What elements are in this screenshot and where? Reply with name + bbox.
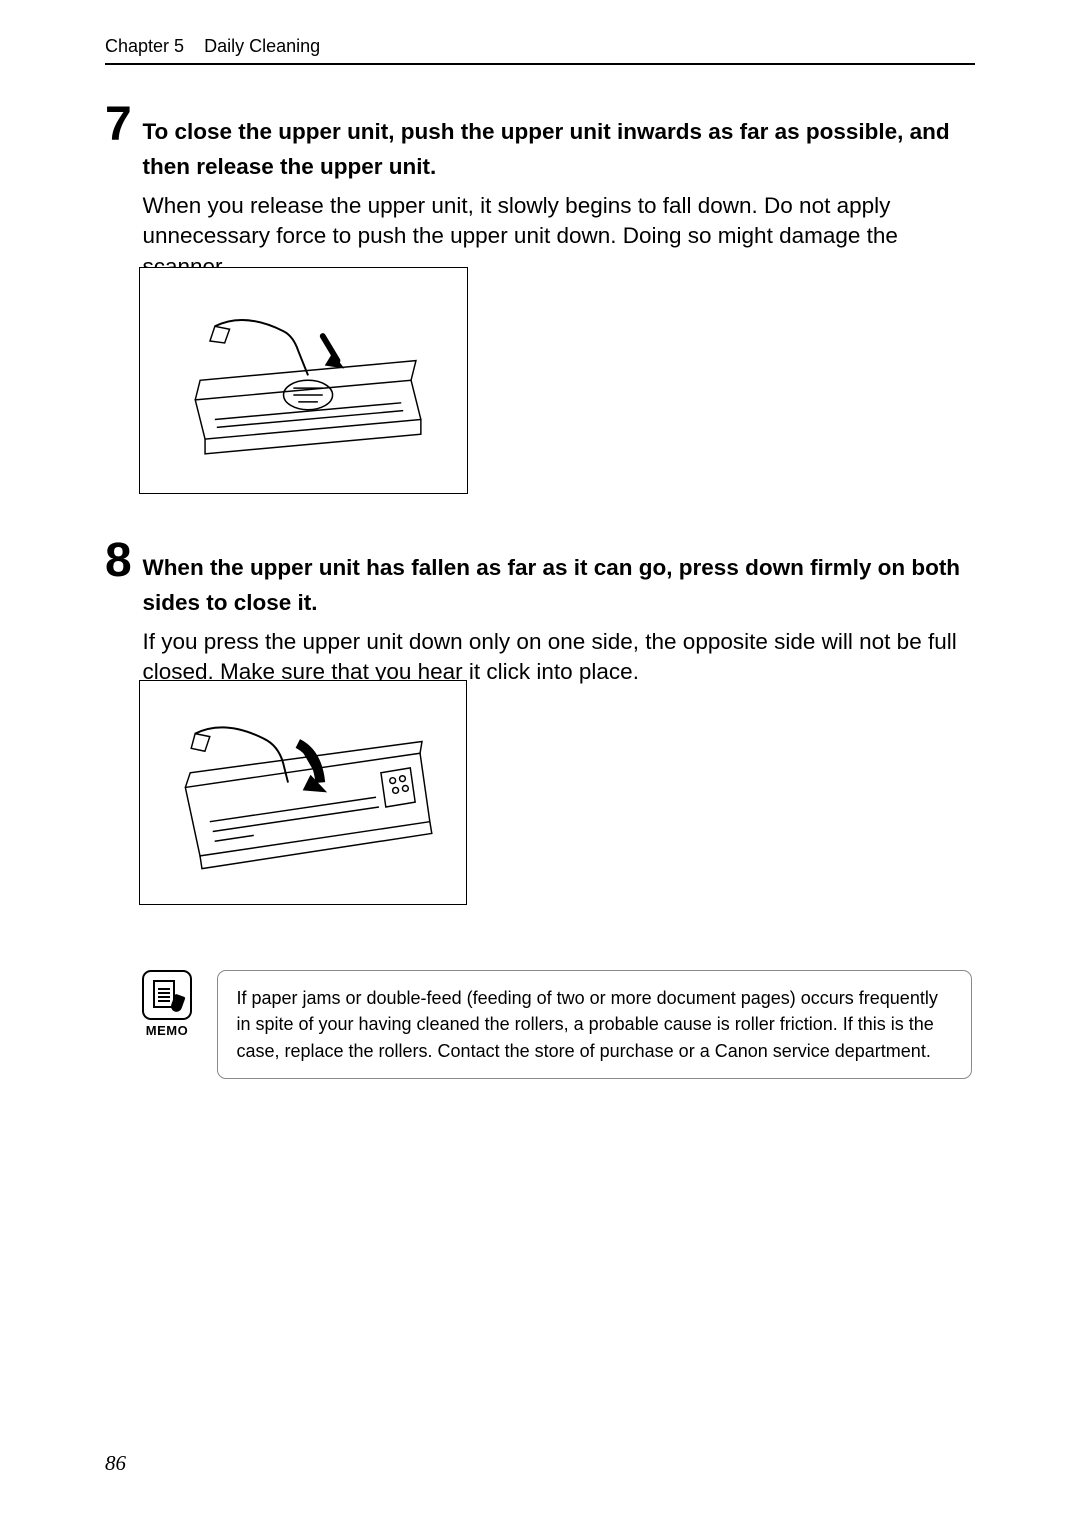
memo-icon: [142, 970, 192, 1020]
memo-text: If paper jams or double-feed (feeding of…: [236, 985, 953, 1064]
step-number-7: 7: [105, 97, 138, 152]
illustration-step-7: [139, 267, 468, 494]
memo-label: MEMO: [139, 1023, 195, 1038]
step-7-content: To close the upper unit, push the upper …: [142, 97, 972, 282]
chapter-title: Daily Cleaning: [204, 36, 320, 56]
page-header: Chapter 5 Daily Cleaning: [105, 36, 975, 65]
step-7: 7 To close the upper unit, push the uppe…: [105, 97, 975, 282]
memo-icon-container: MEMO: [139, 970, 195, 1038]
step-number-8: 8: [105, 533, 138, 588]
scanner-press-icon: [156, 692, 449, 893]
step-7-title: To close the upper unit, push the upper …: [142, 115, 972, 185]
step-8: 8 When the upper unit has fallen as far …: [105, 533, 975, 688]
page-number: 86: [105, 1451, 126, 1476]
illustration-step-8: [139, 680, 467, 905]
scanner-push-icon: [156, 279, 450, 482]
memo-box: If paper jams or double-feed (feeding of…: [217, 970, 972, 1079]
chapter-number: Chapter 5: [105, 36, 184, 56]
step-8-body: If you press the upper unit down only on…: [142, 627, 972, 688]
memo-section: MEMO If paper jams or double-feed (feedi…: [139, 970, 975, 1079]
step-8-title: When the upper unit has fallen as far as…: [142, 551, 972, 621]
step-8-content: When the upper unit has fallen as far as…: [142, 533, 972, 688]
chapter-label: Chapter 5 Daily Cleaning: [105, 36, 320, 56]
